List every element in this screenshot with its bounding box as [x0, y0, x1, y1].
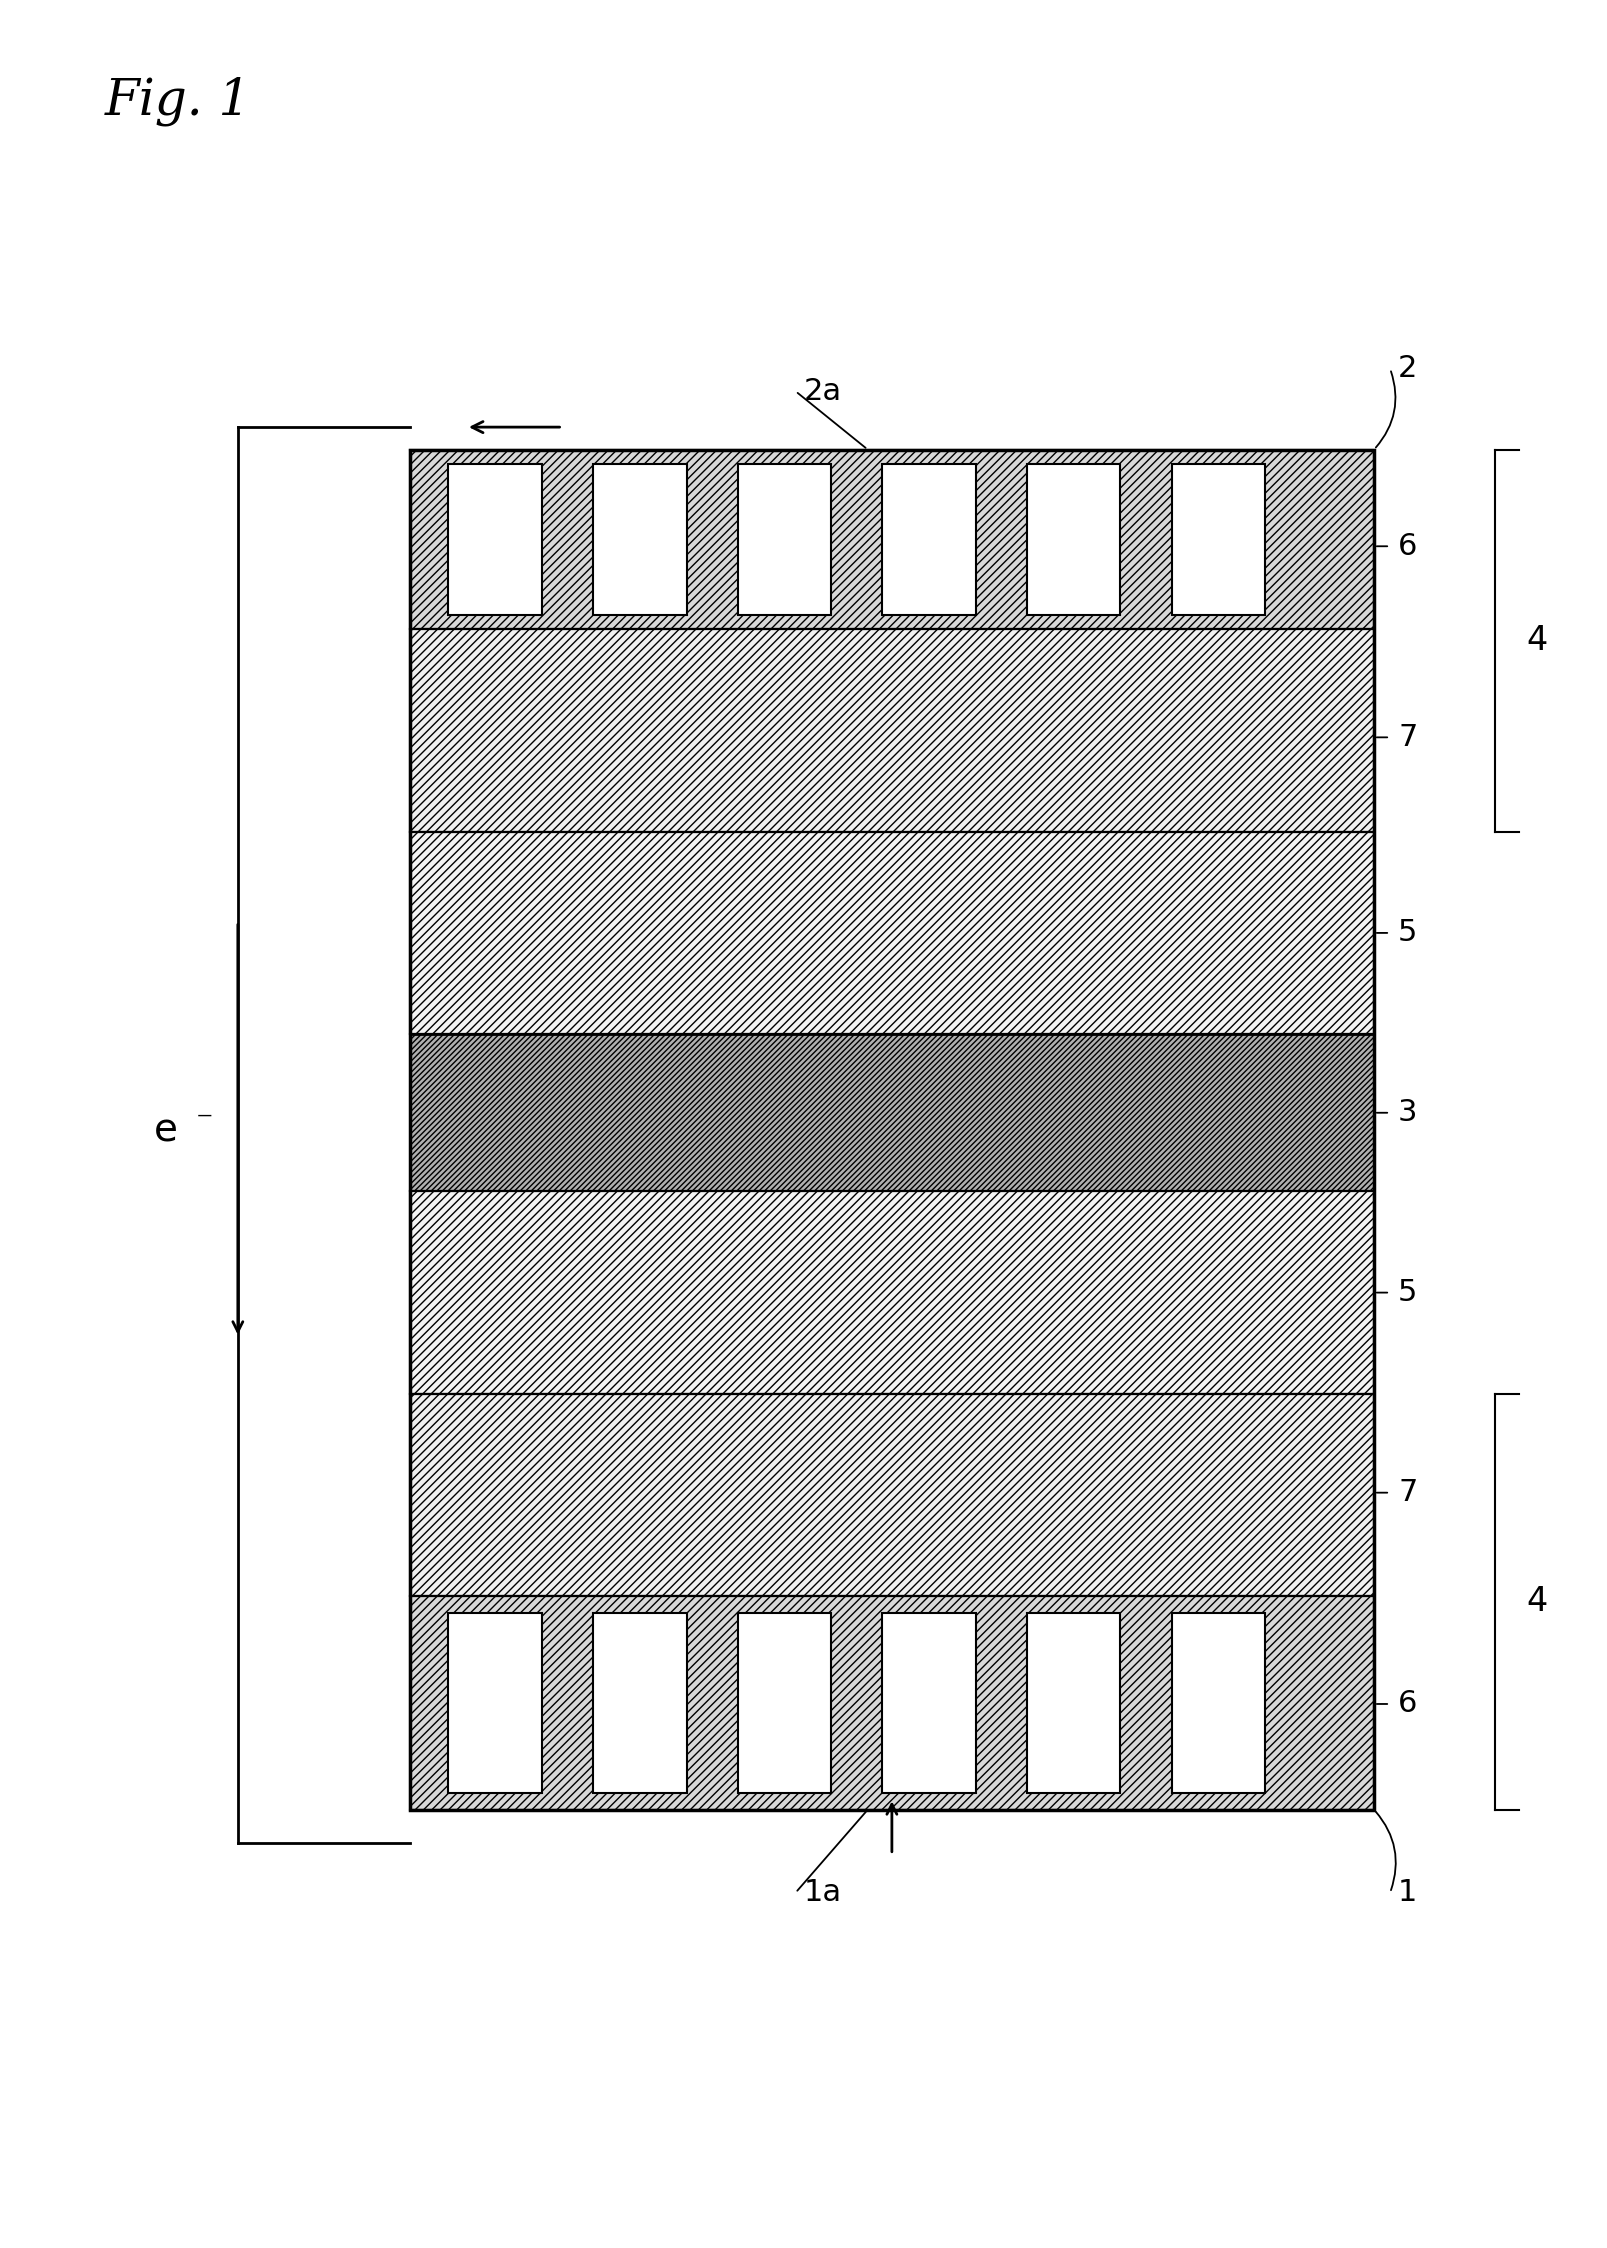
Bar [738, 1614, 831, 1792]
Bar [410, 629, 1374, 832]
Bar [448, 1614, 542, 1792]
Text: ⁻: ⁻ [196, 1106, 212, 1137]
Bar [882, 463, 975, 616]
Bar [410, 1191, 1374, 1394]
Bar [738, 463, 831, 616]
Text: 6: 6 [1398, 1690, 1417, 1717]
Bar [410, 450, 1374, 1810]
Text: 7: 7 [1398, 1479, 1417, 1506]
Bar [410, 1596, 1374, 1810]
Text: 5: 5 [1398, 1279, 1417, 1306]
Text: e: e [154, 1113, 177, 1149]
Bar [1172, 1614, 1265, 1792]
Text: 6: 6 [1398, 533, 1417, 560]
Bar [593, 463, 686, 616]
Bar [410, 832, 1374, 1034]
Bar [1027, 1614, 1120, 1792]
Text: 4: 4 [1527, 1585, 1548, 1619]
Text: 1a: 1a [804, 1879, 842, 1906]
Text: 2: 2 [1398, 355, 1417, 382]
Bar [410, 450, 1374, 629]
Bar [448, 463, 542, 616]
Text: 3: 3 [1398, 1099, 1417, 1126]
Text: 2a: 2a [804, 378, 842, 405]
Text: 4: 4 [1527, 625, 1548, 656]
Bar [410, 1034, 1374, 1191]
Text: 1: 1 [1398, 1879, 1417, 1906]
Bar [1172, 463, 1265, 616]
Bar [593, 1614, 686, 1792]
Text: 7: 7 [1398, 724, 1417, 751]
Text: 5: 5 [1398, 919, 1417, 946]
Bar [882, 1614, 975, 1792]
Text: Fig. 1: Fig. 1 [104, 76, 251, 126]
Bar [1027, 463, 1120, 616]
Bar [410, 1394, 1374, 1596]
